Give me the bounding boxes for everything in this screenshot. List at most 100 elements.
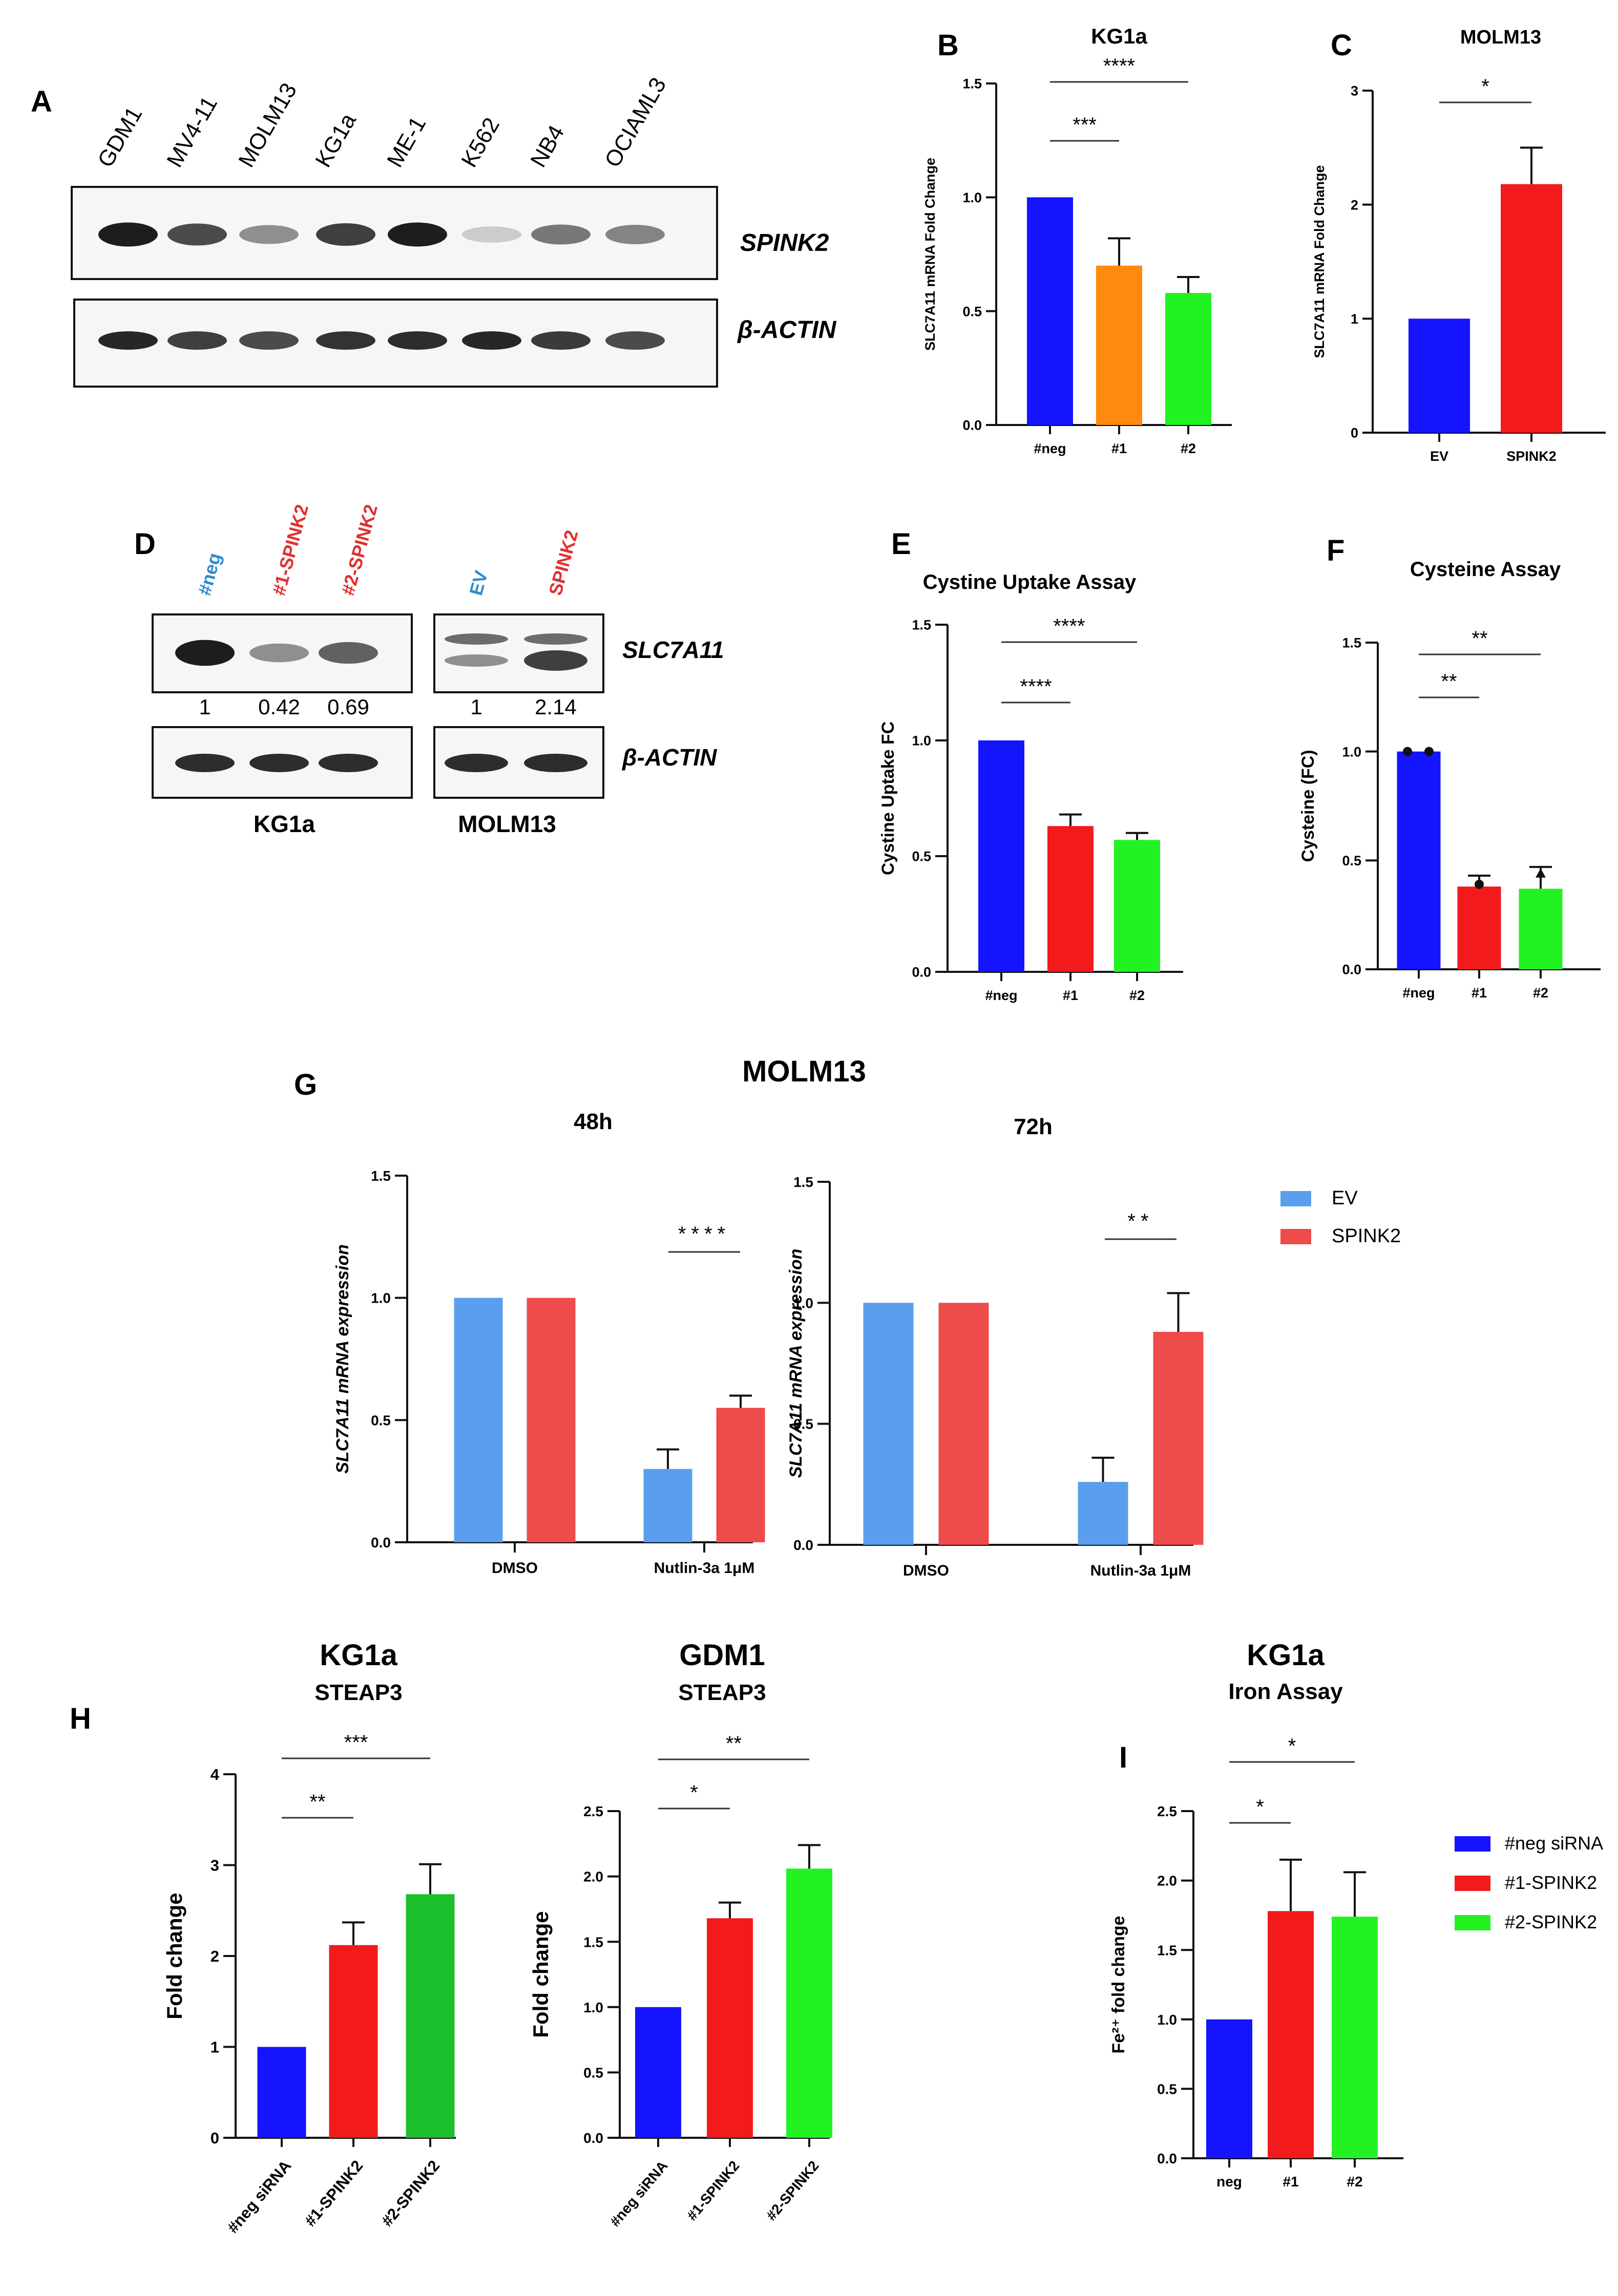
chart-F-bar — [1519, 888, 1563, 969]
chart-I-ytick-label: 0.0 — [1157, 2151, 1177, 2166]
chart-I-sig-text: * — [1288, 1735, 1296, 1757]
chart-G48-ytick-label: 0.5 — [371, 1412, 391, 1428]
blot-A-actin-band — [167, 331, 227, 350]
chart-G72-title: 72h — [1014, 1114, 1053, 1139]
blot-D-lane-molm-1: SPINK2 — [544, 528, 582, 598]
chart-B-category-label: #neg — [1034, 441, 1066, 456]
chart-F-ytick-label: 1.5 — [1342, 635, 1361, 651]
blot-A-actin-band — [98, 331, 158, 350]
chart-H2-category-label: #2-SPINK2 — [763, 2158, 822, 2223]
chart-I-ytick-label: 1.0 — [1157, 2012, 1177, 2028]
chart-H2-bar — [707, 1918, 753, 2138]
blot-D-molm-upper-band — [524, 633, 587, 645]
blot-D-lane-molm-0: EV — [465, 568, 492, 598]
chart-B-ytick-label: 1.5 — [962, 76, 982, 92]
chart-C-category-label: SPINK2 — [1506, 449, 1557, 464]
chart-G48-ylabel: SLC7A11 mRNA expression — [333, 1244, 352, 1474]
chart-I: KG1a Iron Assay 0.0 0.5 1.0 1.5 2.0 2.5 Fe²⁺ fol… — [1109, 1639, 1403, 2189]
chart-F-sig-text: ** — [1472, 627, 1487, 650]
blot-A-spink2-band — [167, 223, 227, 246]
blot-A-actin-band — [388, 331, 447, 350]
chart-H2-ylabel: Fold change — [529, 1911, 553, 2037]
chart-C-category-label: EV — [1430, 449, 1448, 464]
panel-letter-D: D — [134, 527, 156, 561]
chart-E-bar — [1114, 840, 1160, 972]
chart-G72-bar-EV — [863, 1303, 914, 1545]
blot-D-molm-lower-band — [445, 654, 508, 667]
chart-B-ytick-label: 1.0 — [962, 190, 982, 205]
blot-D: #neg #1-SPINK2 #2-SPINK2 EV SPINK2 1 0.42 0.69… — [152, 502, 724, 837]
chart-H2: GDM1 STEAP3 0.0 0.5 1.0 1.5 2.0 2.5 Fold change #… — [529, 1639, 832, 2229]
panel-G-title: MOLM13 — [742, 1055, 866, 1088]
blot-D-lane-labels: #neg #1-SPINK2 #2-SPINK2 EV SPINK2 — [194, 502, 582, 598]
blot-A-lane-6: NB4 — [526, 121, 569, 172]
chart-H1-bar — [257, 2047, 306, 2138]
chart-G48-bar-SPINK2 — [527, 1298, 576, 1542]
chart-I-bar — [1206, 2019, 1252, 2158]
chart-E-category-label: #1 — [1063, 988, 1078, 1003]
legend-G-label-ev: EV — [1332, 1187, 1358, 1209]
chart-G72-bar-SPINK2 — [1153, 1332, 1204, 1545]
chart-C-bar — [1409, 318, 1470, 433]
chart-H2-ytick-label: 1.0 — [583, 2000, 603, 2015]
chart-G72-bar-EV — [1078, 1482, 1128, 1545]
chart-F-data-point — [1424, 747, 1434, 756]
blot-A-lane-7: OCIAML3 — [600, 73, 671, 172]
chart-F-ylabel: Cysteine (FC) — [1298, 750, 1318, 862]
chart-C-ytick-label: 1 — [1351, 311, 1358, 327]
blot-D-slc7a11-label: SLC7A11 — [622, 636, 724, 663]
chart-F: Cysteine Assay 0.0 0.5 1.0 1.5 Cysteine (FC) #… — [1298, 558, 1601, 1001]
blot-A-spink2-band — [316, 223, 375, 246]
charts-layer: KG1a 0.0 0.5 1.0 1.5 SLC7A11 mRNA Fold Change… — [162, 24, 1606, 2237]
chart-F-bar — [1457, 886, 1501, 969]
chart-I-title: KG1a — [1247, 1639, 1325, 1672]
chart-B-bar — [1027, 197, 1073, 425]
blot-A-spink2-band — [388, 222, 447, 247]
chart-I-category-label: #2 — [1347, 2174, 1362, 2189]
chart-G48-bar-SPINK2 — [716, 1408, 765, 1542]
chart-H1-bar — [406, 1894, 455, 2138]
chart-E-bar — [1047, 826, 1094, 972]
chart-F-ytick-label: 0.5 — [1342, 853, 1361, 868]
chart-E-title: Cystine Uptake Assay — [923, 571, 1137, 593]
blot-D-slc7a11-band — [319, 642, 378, 664]
legend-HI-swatch-2 — [1455, 1915, 1490, 1930]
chart-B-sig-text: *** — [1073, 114, 1097, 136]
chart-G48: 48h 0.0 0.5 1.0 1.5 SLC7A11 mRNA expression DM… — [333, 1109, 765, 1577]
chart-H2-category-label: #neg siRNA — [607, 2158, 671, 2229]
chart-F-category-label: #neg — [1402, 985, 1435, 1001]
panel-letter-F: F — [1327, 534, 1344, 567]
blot-D-quantification: 1 0.42 0.69 1 2.14 — [199, 695, 577, 719]
blot-D-slc7a11-band — [249, 643, 309, 663]
blot-D-quant-molm-1: 2.14 — [535, 695, 577, 719]
chart-H2-ytick-label: 2.5 — [583, 1803, 603, 1819]
chart-I-bar — [1268, 1911, 1314, 2158]
chart-F-sig-text: ** — [1441, 670, 1457, 693]
panel-letter-C: C — [1331, 29, 1352, 62]
chart-E: Cystine Uptake Assay 0.0 0.5 1.0 1.5 Cystine … — [878, 571, 1183, 1003]
chart-E-ytick-label: 0.0 — [912, 965, 931, 980]
legend-HI: #neg siRNA #1-SPINK2 #2-SPINK2 — [1455, 1833, 1603, 1932]
chart-I-sig-text: * — [1256, 1796, 1264, 1818]
chart-E-ytick-label: 1.0 — [912, 733, 931, 749]
chart-F-data-point — [1475, 880, 1484, 889]
chart-H1-title: KG1a — [320, 1639, 397, 1672]
legend-G-label-spink2: SPINK2 — [1332, 1225, 1401, 1247]
chart-I-subtitle: Iron Assay — [1228, 1679, 1343, 1704]
chart-H1-ytick-label: 1 — [211, 2038, 219, 2056]
blot-D-slc7a11-band — [175, 640, 235, 666]
blot-D-lane-kg1a-2: #2-SPINK2 — [337, 502, 382, 598]
blot-A-spink2-band — [239, 225, 299, 244]
blot-A-spink2-band — [605, 225, 665, 244]
blot-D-actin-band — [249, 754, 309, 772]
blot-D-caption-kg1a: KG1a — [254, 811, 316, 837]
chart-H2-subtitle: STEAP3 — [678, 1680, 766, 1705]
chart-G48-sig-text: **** — [678, 1223, 730, 1245]
blot-D-actin-band — [445, 754, 508, 772]
blot-A-actin-band — [239, 331, 299, 350]
blot-D-lane-kg1a-1: #1-SPINK2 — [268, 502, 312, 598]
chart-I-ylabel: Fe²⁺ fold change — [1109, 1916, 1128, 2053]
chart-B-bar — [1165, 293, 1211, 425]
chart-H2-title: GDM1 — [679, 1639, 765, 1672]
blot-D-molm-lower-band — [524, 650, 587, 671]
